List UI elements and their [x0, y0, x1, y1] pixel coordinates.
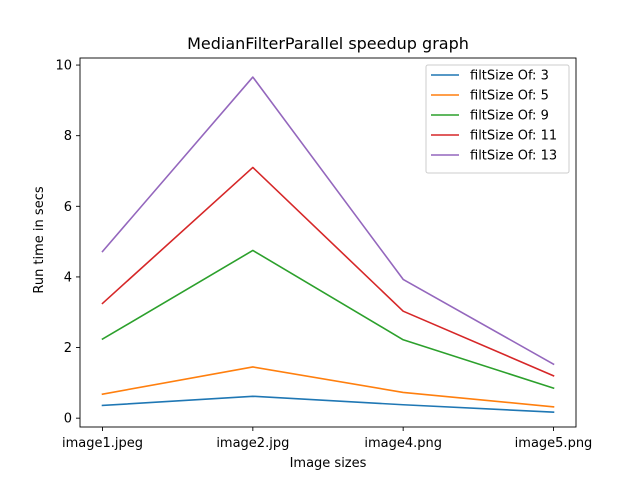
legend-entry: filtSize Of: 5 [470, 89, 549, 104]
x-tick-label: image4.png [364, 436, 442, 451]
y-axis-label: Run time in secs [32, 186, 47, 293]
legend-entry: filtSize Of: 9 [470, 109, 549, 124]
legend: filtSize Of: 3 filtSize Of: 5 filtSize Of:… [425, 64, 570, 174]
y-tick-label: 6 [64, 200, 72, 215]
legend-box [425, 64, 570, 174]
x-tick-label: image2.jpg [216, 436, 289, 451]
series-line-3 [101, 249, 555, 390]
axes: image1.jpeg image2.jpg image4.png image5.pn… [55, 57, 593, 451]
legend-entry: filtSize Of: 13 [470, 149, 557, 164]
y-tick-label: 10 [55, 59, 72, 74]
series-line-4 [101, 166, 555, 377]
chart-title: MedianFilterParallel speedup graph [187, 34, 469, 53]
x-tick-label: image1.jpeg [62, 436, 143, 451]
series-line-1 [101, 395, 555, 414]
y-tick-label: 4 [64, 270, 72, 285]
y-tick-label: 8 [64, 129, 72, 144]
plot-area [101, 76, 555, 414]
axes-frame [79, 57, 577, 428]
series-line-5 [101, 76, 555, 366]
x-tick-label: image5.png [515, 436, 593, 451]
legend-entry: filtSize Of: 3 [470, 69, 549, 84]
series-line-2 [101, 366, 555, 408]
legend-entry: filtSize Of: 11 [470, 129, 557, 144]
y-tick-label: 0 [64, 412, 72, 427]
y-tick-label: 2 [64, 341, 72, 356]
x-axis-label: Image sizes [290, 456, 367, 471]
